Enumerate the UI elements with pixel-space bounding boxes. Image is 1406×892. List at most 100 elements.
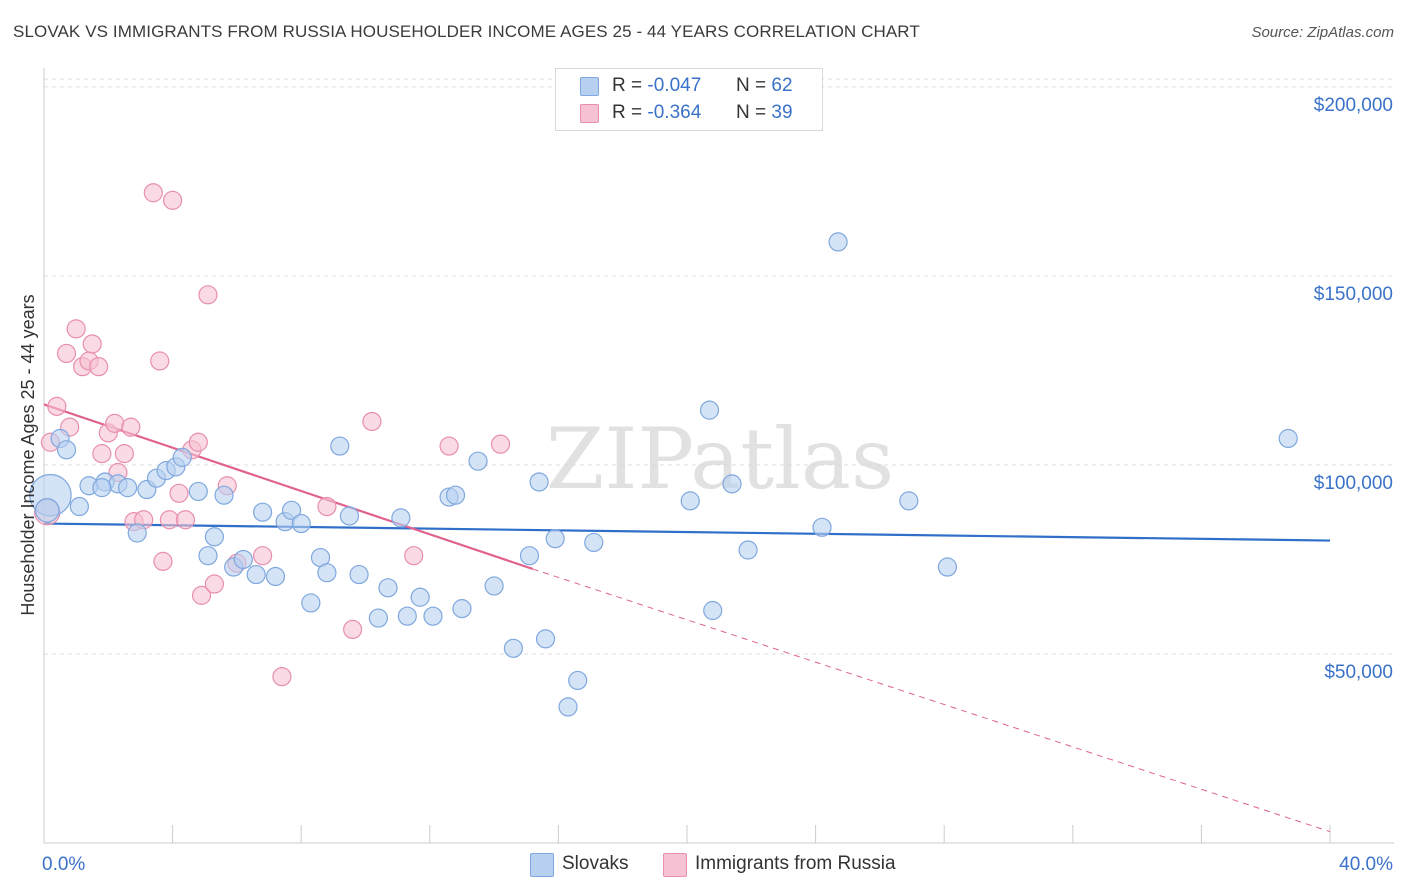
data-point	[330, 436, 350, 456]
data-point	[214, 485, 234, 505]
data-point	[198, 285, 218, 305]
data-point	[82, 334, 102, 354]
data-point	[56, 440, 77, 460]
series-label-russia: Immigrants from Russia	[695, 853, 896, 874]
data-point	[204, 574, 224, 594]
series-label-slovaks: Slovaks	[562, 853, 629, 874]
data-point	[1278, 428, 1298, 449]
data-point	[69, 496, 89, 517]
data-point	[121, 417, 141, 437]
y-tick-label: $150,000	[1314, 284, 1393, 305]
data-point	[391, 508, 411, 528]
data-point	[253, 546, 273, 566]
x-tick-label-max: 40.0%	[1339, 854, 1393, 875]
data-point	[163, 190, 183, 210]
watermark: ZIPatlas	[546, 410, 894, 508]
x-tick-label-min: 0.0%	[42, 854, 85, 875]
data-point	[317, 496, 337, 517]
chart-title: SLOVAK VS IMMIGRANTS FROM RUSSIA HOUSEHO…	[13, 22, 920, 41]
data-point	[349, 564, 369, 585]
trendline-russia-extension	[532, 568, 1331, 833]
data-point	[397, 606, 417, 626]
correlation-legend: R = -0.047 N = 62 R = -0.364 N = 39	[555, 68, 823, 131]
axis-labels: $50,000 $100,000 $150,000 $200,000 0.0% 40.0%…	[18, 95, 1393, 875]
data-point	[246, 564, 266, 585]
data-point	[188, 432, 208, 452]
data-point	[378, 578, 398, 598]
chart-source: Source: ZipAtlas.com	[1251, 24, 1394, 41]
axes	[43, 68, 1394, 844]
data-point	[92, 444, 112, 464]
data-point	[404, 546, 424, 566]
data-point	[738, 540, 758, 560]
data-point	[47, 396, 67, 416]
data-point	[828, 232, 848, 252]
data-point	[89, 357, 109, 377]
data-point	[568, 670, 588, 691]
data-point	[535, 629, 556, 649]
data-point	[34, 498, 60, 523]
data-point	[66, 319, 86, 339]
legend-r-russia: R = -0.364	[612, 102, 702, 123]
data-point	[439, 436, 459, 456]
trendline-slovaks	[43, 522, 1331, 542]
data-point	[114, 444, 134, 464]
data-point	[722, 474, 742, 494]
data-point	[127, 523, 147, 543]
data-point	[56, 343, 77, 364]
data-point	[545, 529, 565, 549]
data-point	[484, 576, 504, 596]
data-point	[490, 434, 511, 454]
data-point	[265, 566, 286, 587]
legend-swatch-russia	[580, 104, 599, 123]
data-point	[410, 587, 430, 607]
data-point	[153, 551, 173, 571]
data-point	[159, 510, 179, 530]
data-point	[423, 606, 443, 626]
y-axis-label: Householder Income Ages 25 - 44 years	[18, 294, 38, 615]
y-tick-label: $200,000	[1314, 95, 1393, 116]
data-point	[204, 527, 224, 547]
data-point	[272, 667, 292, 687]
data-point	[188, 481, 208, 502]
data-point	[150, 351, 170, 371]
data-point	[301, 593, 321, 613]
data-point	[343, 619, 363, 640]
data-point	[558, 697, 578, 717]
legend-r-slovaks: R = -0.047	[612, 75, 702, 96]
data-point	[191, 585, 212, 605]
data-point	[198, 546, 218, 566]
data-point	[105, 413, 125, 433]
data-point	[529, 472, 549, 492]
legend-n-slovaks: N = 62	[736, 75, 793, 96]
data-point	[899, 491, 919, 511]
data-point	[175, 510, 196, 530]
legend-n-russia: N = 39	[736, 102, 793, 123]
data-point	[253, 502, 273, 522]
data-point	[503, 638, 523, 658]
series-swatch-slovaks	[530, 853, 554, 877]
data-point	[233, 549, 253, 570]
data-point	[452, 599, 472, 619]
y-tick-label: $100,000	[1314, 473, 1393, 494]
data-point	[368, 608, 388, 628]
slovaks-points	[29, 232, 1298, 717]
data-point	[169, 483, 189, 503]
data-point	[937, 557, 958, 577]
data-point	[339, 506, 360, 526]
y-tick-label: $50,000	[1324, 662, 1393, 683]
data-point	[291, 513, 311, 534]
data-point	[584, 532, 604, 553]
data-point	[680, 491, 700, 511]
data-point	[519, 546, 540, 566]
data-point	[468, 451, 488, 471]
data-point	[117, 478, 138, 498]
data-point	[92, 478, 112, 498]
data-point	[699, 400, 720, 420]
legend-swatch-slovaks	[580, 77, 599, 96]
data-point	[143, 183, 163, 203]
data-point	[172, 447, 192, 467]
data-point	[703, 600, 723, 621]
data-point	[812, 517, 832, 537]
